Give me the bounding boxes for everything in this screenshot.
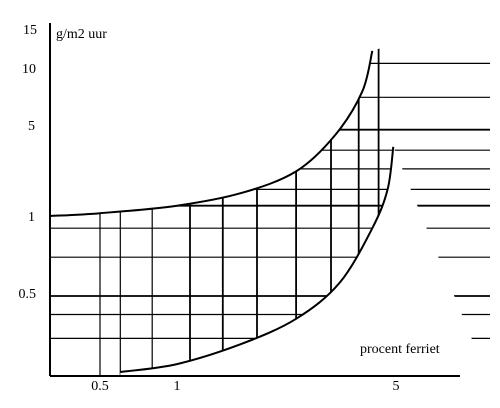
y-tick-label: 0.5: [19, 287, 37, 302]
boundary-curves: [49, 50, 395, 373]
y-tick-label: 15: [23, 23, 37, 38]
upper-boundary-curve: [49, 50, 374, 217]
y-tick-label: 5: [28, 119, 35, 134]
x-tick-label: 5: [393, 379, 400, 394]
y-tick-label: 1: [28, 210, 35, 225]
x-axis-label: procent ferriet: [360, 342, 440, 357]
x-tick-label: 1: [174, 379, 181, 394]
lower-boundary-curve: [120, 146, 395, 373]
x-tick-label: 0.5: [91, 379, 109, 394]
y-tick-label: 10: [22, 62, 36, 77]
cross-hatch-grid: [50, 10, 490, 376]
y-axis-label: g/m2 uur: [56, 27, 107, 42]
